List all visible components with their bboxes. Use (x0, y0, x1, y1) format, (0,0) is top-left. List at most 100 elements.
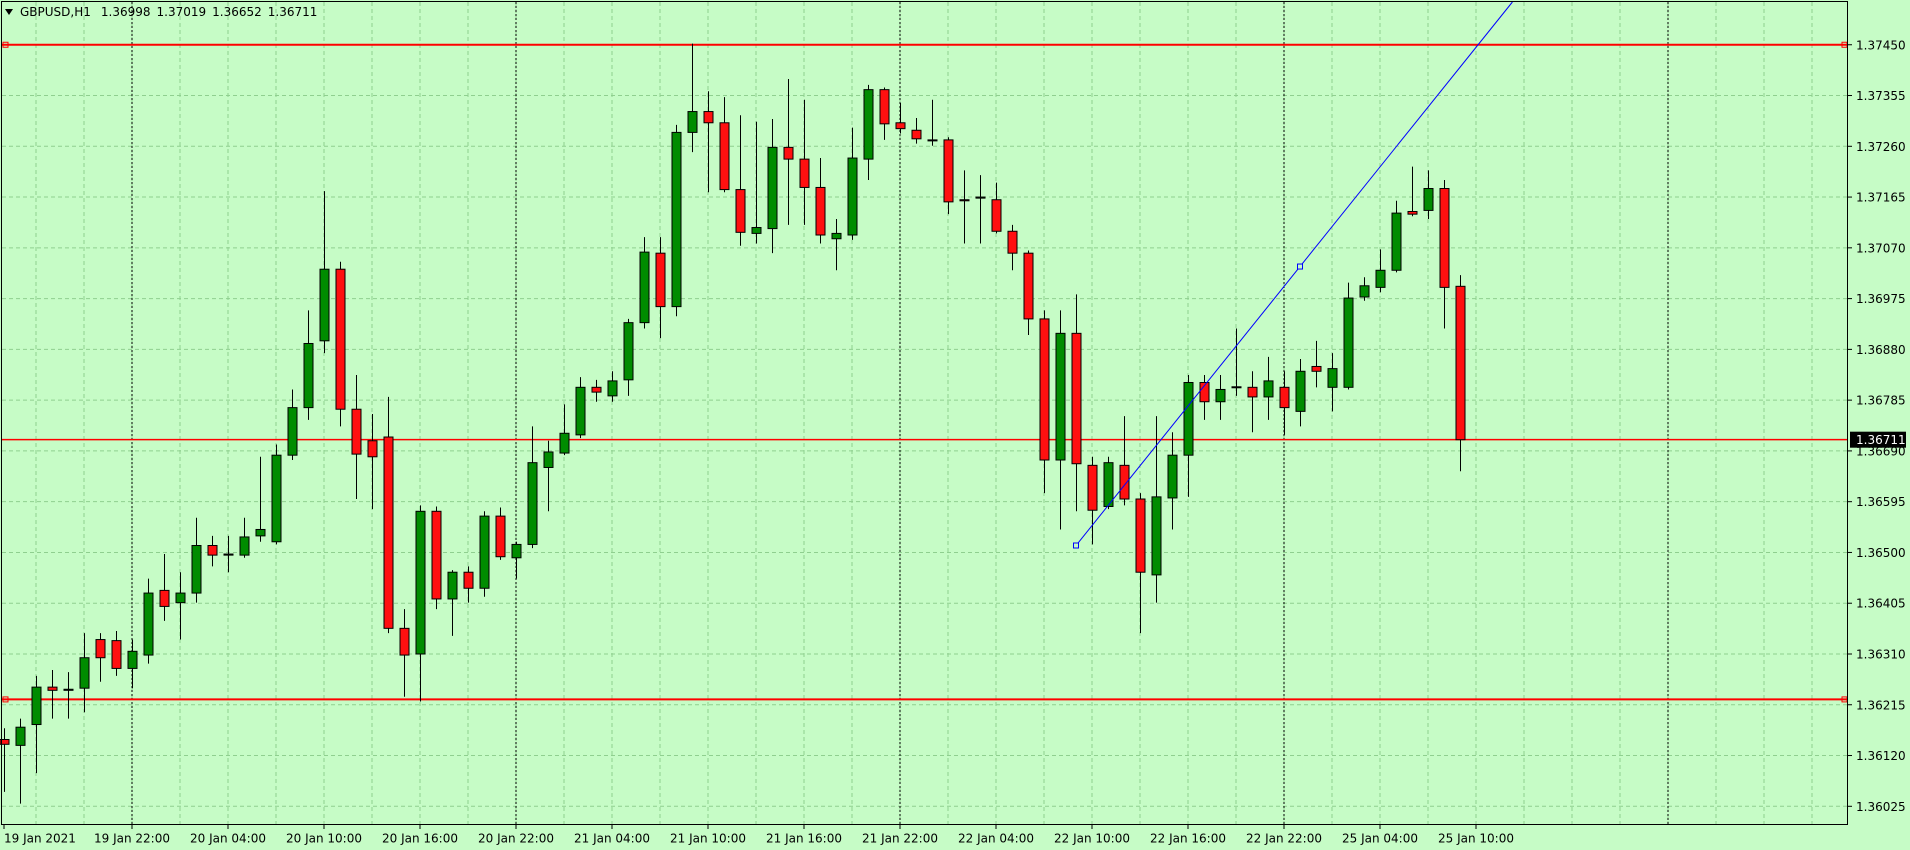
candle-body (1423, 188, 1434, 211)
trend-line (1075, 1, 1513, 546)
trend-anchor (1073, 542, 1079, 549)
candle-body (1119, 464, 1130, 500)
candle-body (831, 232, 842, 240)
x-tick-label: 20 Jan 16:00 (382, 832, 458, 846)
y-tick-label: 1.37450 (1856, 38, 1906, 52)
candle-body (511, 543, 522, 559)
y-tick-label: 1.37070 (1856, 241, 1906, 255)
x-tick-label: 21 Jan 10:00 (670, 832, 746, 846)
candle-body (95, 639, 106, 659)
y-tick-label: 1.36215 (1856, 698, 1906, 712)
candle-body (1375, 269, 1386, 288)
y-tick-label: 1.36785 (1856, 394, 1906, 408)
y-tick-label: 1.37355 (1856, 89, 1906, 103)
y-tick-label: 1.36405 (1856, 597, 1906, 611)
header-high: 1.37019 (157, 5, 207, 19)
candle-body (639, 251, 650, 324)
header-open: 1.36998 (101, 5, 151, 19)
x-tick-label: 21 Jan 22:00 (862, 832, 938, 846)
candle-body (463, 571, 474, 589)
candle-body (671, 131, 682, 308)
candle-body (495, 515, 506, 558)
candle-body (239, 536, 250, 556)
candle-body (175, 592, 186, 604)
level-handle (2, 41, 9, 48)
candle-body (335, 268, 346, 410)
candle-body (447, 571, 458, 600)
candle-body (559, 432, 570, 454)
chart-header: GBPUSD,H1 1.36998 1.37019 1.36652 1.36711 (20, 5, 317, 19)
candle-body (943, 139, 954, 203)
x-tick-label: 19 Jan 22:00 (94, 832, 170, 846)
candle-body (399, 627, 410, 656)
candle-body (575, 386, 586, 436)
candle-body (367, 440, 378, 458)
candle-body (1343, 297, 1354, 388)
candle-body (383, 436, 394, 629)
candle-body (991, 199, 1002, 232)
candle-body (623, 322, 634, 381)
y-tick-label: 1.36975 (1856, 292, 1906, 306)
candle-body (1407, 210, 1418, 215)
candle-body (687, 111, 698, 133)
header-close: 1.36711 (268, 5, 318, 19)
level-handle (2, 696, 9, 703)
trend-anchor (1297, 263, 1303, 270)
x-tick-label: 22 Jan 22:00 (1246, 832, 1322, 846)
collapse-icon (5, 9, 13, 15)
candle-body (15, 726, 26, 746)
candle-body (1167, 454, 1178, 499)
candle-body (815, 186, 826, 236)
candle-body (879, 89, 890, 125)
candle-body (159, 589, 170, 607)
candle-body (703, 111, 714, 124)
candle-body (1231, 386, 1242, 389)
candle-body (927, 139, 938, 142)
candle-body (959, 199, 970, 202)
candle-body (1151, 496, 1162, 576)
y-tick-label: 1.36310 (1856, 647, 1906, 661)
candle-body (1295, 370, 1306, 412)
x-tick-label: 22 Jan 04:00 (958, 832, 1034, 846)
candle-body (607, 380, 618, 397)
x-tick-label: 20 Jan 04:00 (190, 832, 266, 846)
candle-body (1071, 332, 1082, 465)
x-tick-label: 21 Jan 16:00 (766, 832, 842, 846)
candle-body (543, 451, 554, 468)
candle-body (351, 408, 362, 455)
x-tick-label: 22 Jan 10:00 (1054, 832, 1130, 846)
y-tick-label: 1.36595 (1856, 495, 1906, 509)
candle-body (271, 454, 282, 543)
y-tick-label: 1.36880 (1856, 343, 1906, 357)
candle-body (415, 510, 426, 655)
candle-body (655, 252, 666, 308)
x-tick-label: 21 Jan 04:00 (574, 832, 650, 846)
x-tick-label: 19 Jan 2021 (4, 832, 76, 846)
candle-body (47, 686, 58, 691)
candle-body (975, 196, 986, 199)
x-tick-label: 22 Jan 16:00 (1150, 832, 1226, 846)
candle-body (1103, 462, 1114, 507)
candle-body (847, 157, 858, 236)
candle-body (1007, 230, 1018, 254)
candle-body (63, 688, 74, 691)
candle-body (1439, 188, 1450, 288)
candle-body (1039, 318, 1050, 461)
candle-body (431, 510, 442, 600)
candle-body (1023, 252, 1034, 320)
candle-body (255, 528, 266, 537)
candle-body (223, 553, 234, 556)
candle-body (143, 592, 154, 656)
candle-body (479, 515, 490, 589)
candle-body (1183, 382, 1194, 456)
header-low: 1.36652 (212, 5, 262, 19)
y-tick-label: 1.36690 (1856, 444, 1906, 458)
overlays: 1.37450 1.37355 1.37260 1.37165 1.37070 1.369… (3, 1, 1906, 846)
x-tick-label: 20 Jan 10:00 (286, 832, 362, 846)
candle-body (191, 545, 202, 594)
candle-body (1055, 332, 1066, 461)
plot-border (1, 1, 1848, 825)
candle-body (1359, 285, 1370, 298)
candle-body (799, 158, 810, 188)
